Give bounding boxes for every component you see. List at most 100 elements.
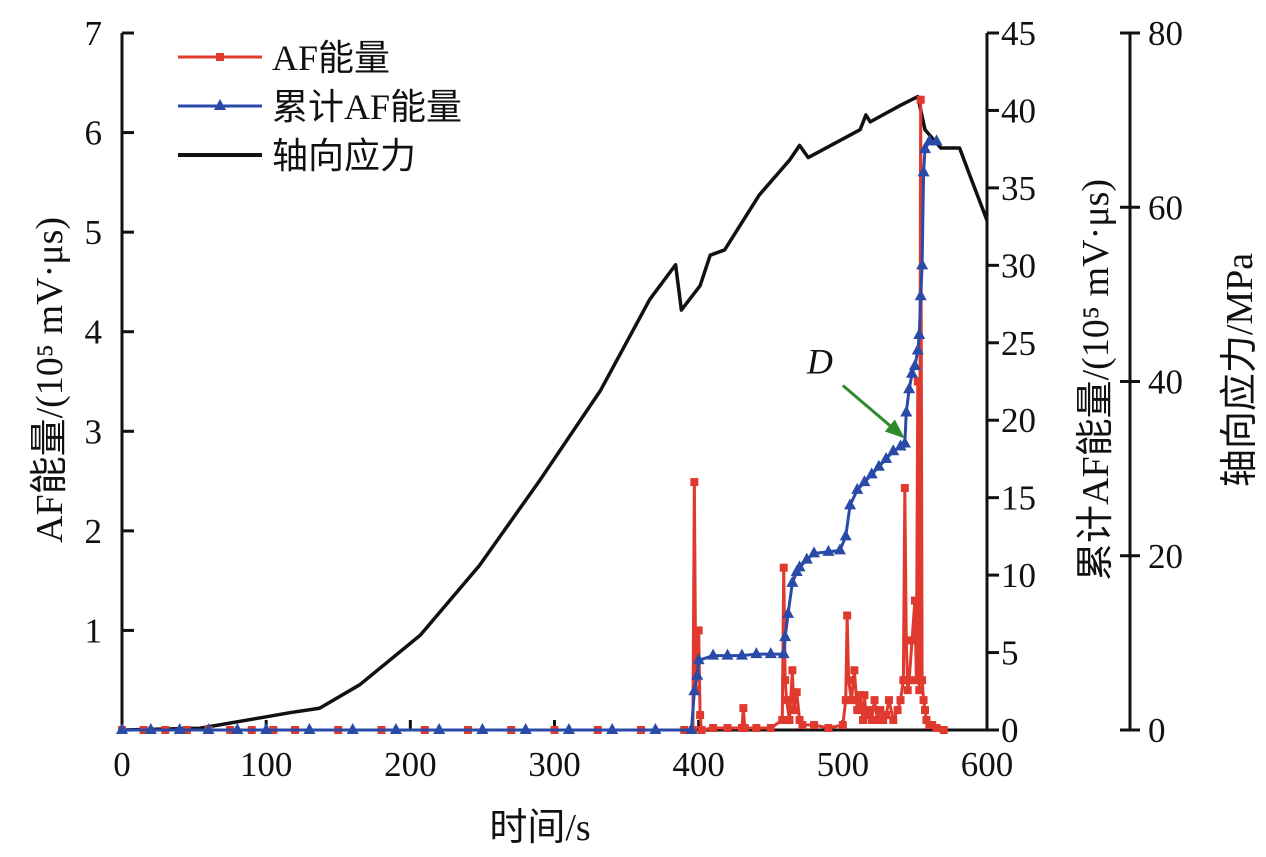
- data-point: [916, 95, 925, 104]
- data-point: [793, 560, 806, 572]
- data-point: [781, 676, 790, 685]
- legend-label: AF能量: [272, 38, 390, 78]
- data-point: [303, 723, 316, 734]
- data-point: [789, 706, 798, 715]
- data-point: [932, 724, 941, 733]
- data-point: [433, 723, 446, 734]
- legend-marker: [214, 99, 226, 110]
- middle-tick-label: 0: [1001, 711, 1019, 750]
- data-point: [939, 726, 948, 734]
- data-point: [697, 726, 706, 734]
- data-point: [908, 359, 921, 371]
- right-tick-label: 0: [1148, 711, 1166, 750]
- x-tick-label: 100: [240, 745, 293, 784]
- data-point: [861, 711, 870, 720]
- data-point: [735, 648, 748, 660]
- data-point: [903, 382, 916, 394]
- data-point: [908, 636, 917, 645]
- data-point: [766, 724, 775, 733]
- data-point: [914, 289, 927, 301]
- data-point: [843, 611, 852, 620]
- data-point: [893, 706, 902, 715]
- legend-label: 轴向应力: [272, 136, 416, 176]
- data-point: [782, 606, 795, 618]
- x-tick-label: 0: [113, 745, 131, 784]
- data-point: [919, 142, 932, 154]
- data-point: [847, 696, 856, 705]
- data-point: [918, 676, 927, 685]
- data-point: [839, 529, 852, 541]
- x-tick-label: 500: [817, 745, 870, 784]
- data-point: [865, 467, 878, 479]
- data-point: [788, 666, 797, 675]
- data-point: [850, 666, 859, 675]
- left-tick-label: 7: [85, 14, 103, 53]
- data-point: [900, 405, 913, 417]
- right-tick-label: 80: [1148, 14, 1183, 53]
- series-cumulative-af-energy: [116, 134, 943, 734]
- data-point: [721, 648, 734, 660]
- data-point: [690, 478, 699, 487]
- left-tick-label: 6: [85, 114, 103, 153]
- x-tick-label: 600: [961, 745, 1014, 784]
- data-point: [930, 134, 943, 146]
- legend-marker: [216, 53, 224, 61]
- data-point: [389, 723, 402, 734]
- x-tick-label: 300: [528, 745, 581, 784]
- data-point: [858, 475, 871, 487]
- data-point: [879, 716, 888, 725]
- data-point: [853, 706, 862, 715]
- data-point: [476, 723, 489, 734]
- middle-tick-label: 10: [1001, 556, 1036, 595]
- data-point: [913, 377, 922, 386]
- data-point: [922, 716, 931, 725]
- data-point: [688, 684, 701, 696]
- x-axis-label: 时间/s: [489, 807, 590, 849]
- data-point: [905, 676, 914, 685]
- axes: 0 100 200 300 400 500 600123456705101520253035…: [85, 14, 1184, 784]
- data-point: [887, 444, 900, 456]
- annotations: D: [806, 341, 905, 439]
- data-point: [202, 723, 215, 734]
- data-point: [902, 636, 911, 645]
- data-point: [851, 482, 864, 494]
- data-point: [838, 721, 847, 730]
- data-point: [915, 686, 924, 695]
- data-point: [810, 721, 818, 730]
- middle-tick-label: 35: [1001, 169, 1036, 208]
- data-point: [899, 676, 908, 685]
- legend-item: 累计AF能量: [178, 87, 462, 127]
- data-point: [750, 647, 763, 659]
- data-point: [882, 711, 891, 720]
- data-point: [519, 723, 532, 734]
- data-point: [841, 696, 850, 705]
- data-point: [912, 676, 921, 685]
- data-point: [808, 546, 820, 558]
- middle-tick-label: 20: [1001, 401, 1036, 440]
- left-tick-label: 5: [85, 213, 103, 252]
- right-tick-label: 20: [1148, 537, 1183, 576]
- data-point: [752, 724, 761, 733]
- data-point: [876, 706, 885, 715]
- data-point: [779, 630, 792, 642]
- data-point: [562, 723, 575, 734]
- left-tick-label: 3: [85, 412, 103, 451]
- data-point: [872, 459, 885, 471]
- left-tick-label: 2: [85, 512, 103, 551]
- x-tick-label: 400: [672, 745, 725, 784]
- data-point: [913, 328, 926, 340]
- middle-tick-label: 40: [1001, 91, 1036, 130]
- data-point: [844, 498, 857, 510]
- legend-item: AF能量: [178, 38, 390, 78]
- data-point: [859, 716, 868, 725]
- left-axis-label: AF能量/(10⁵ mV·μs): [29, 217, 71, 543]
- data-point: [880, 451, 893, 463]
- data-point: [778, 716, 787, 725]
- series-line: [122, 139, 937, 732]
- left-tick-label: 1: [85, 611, 103, 650]
- annotation-label: D: [806, 341, 833, 381]
- data-point: [144, 723, 157, 734]
- middle-tick-label: 30: [1001, 246, 1036, 285]
